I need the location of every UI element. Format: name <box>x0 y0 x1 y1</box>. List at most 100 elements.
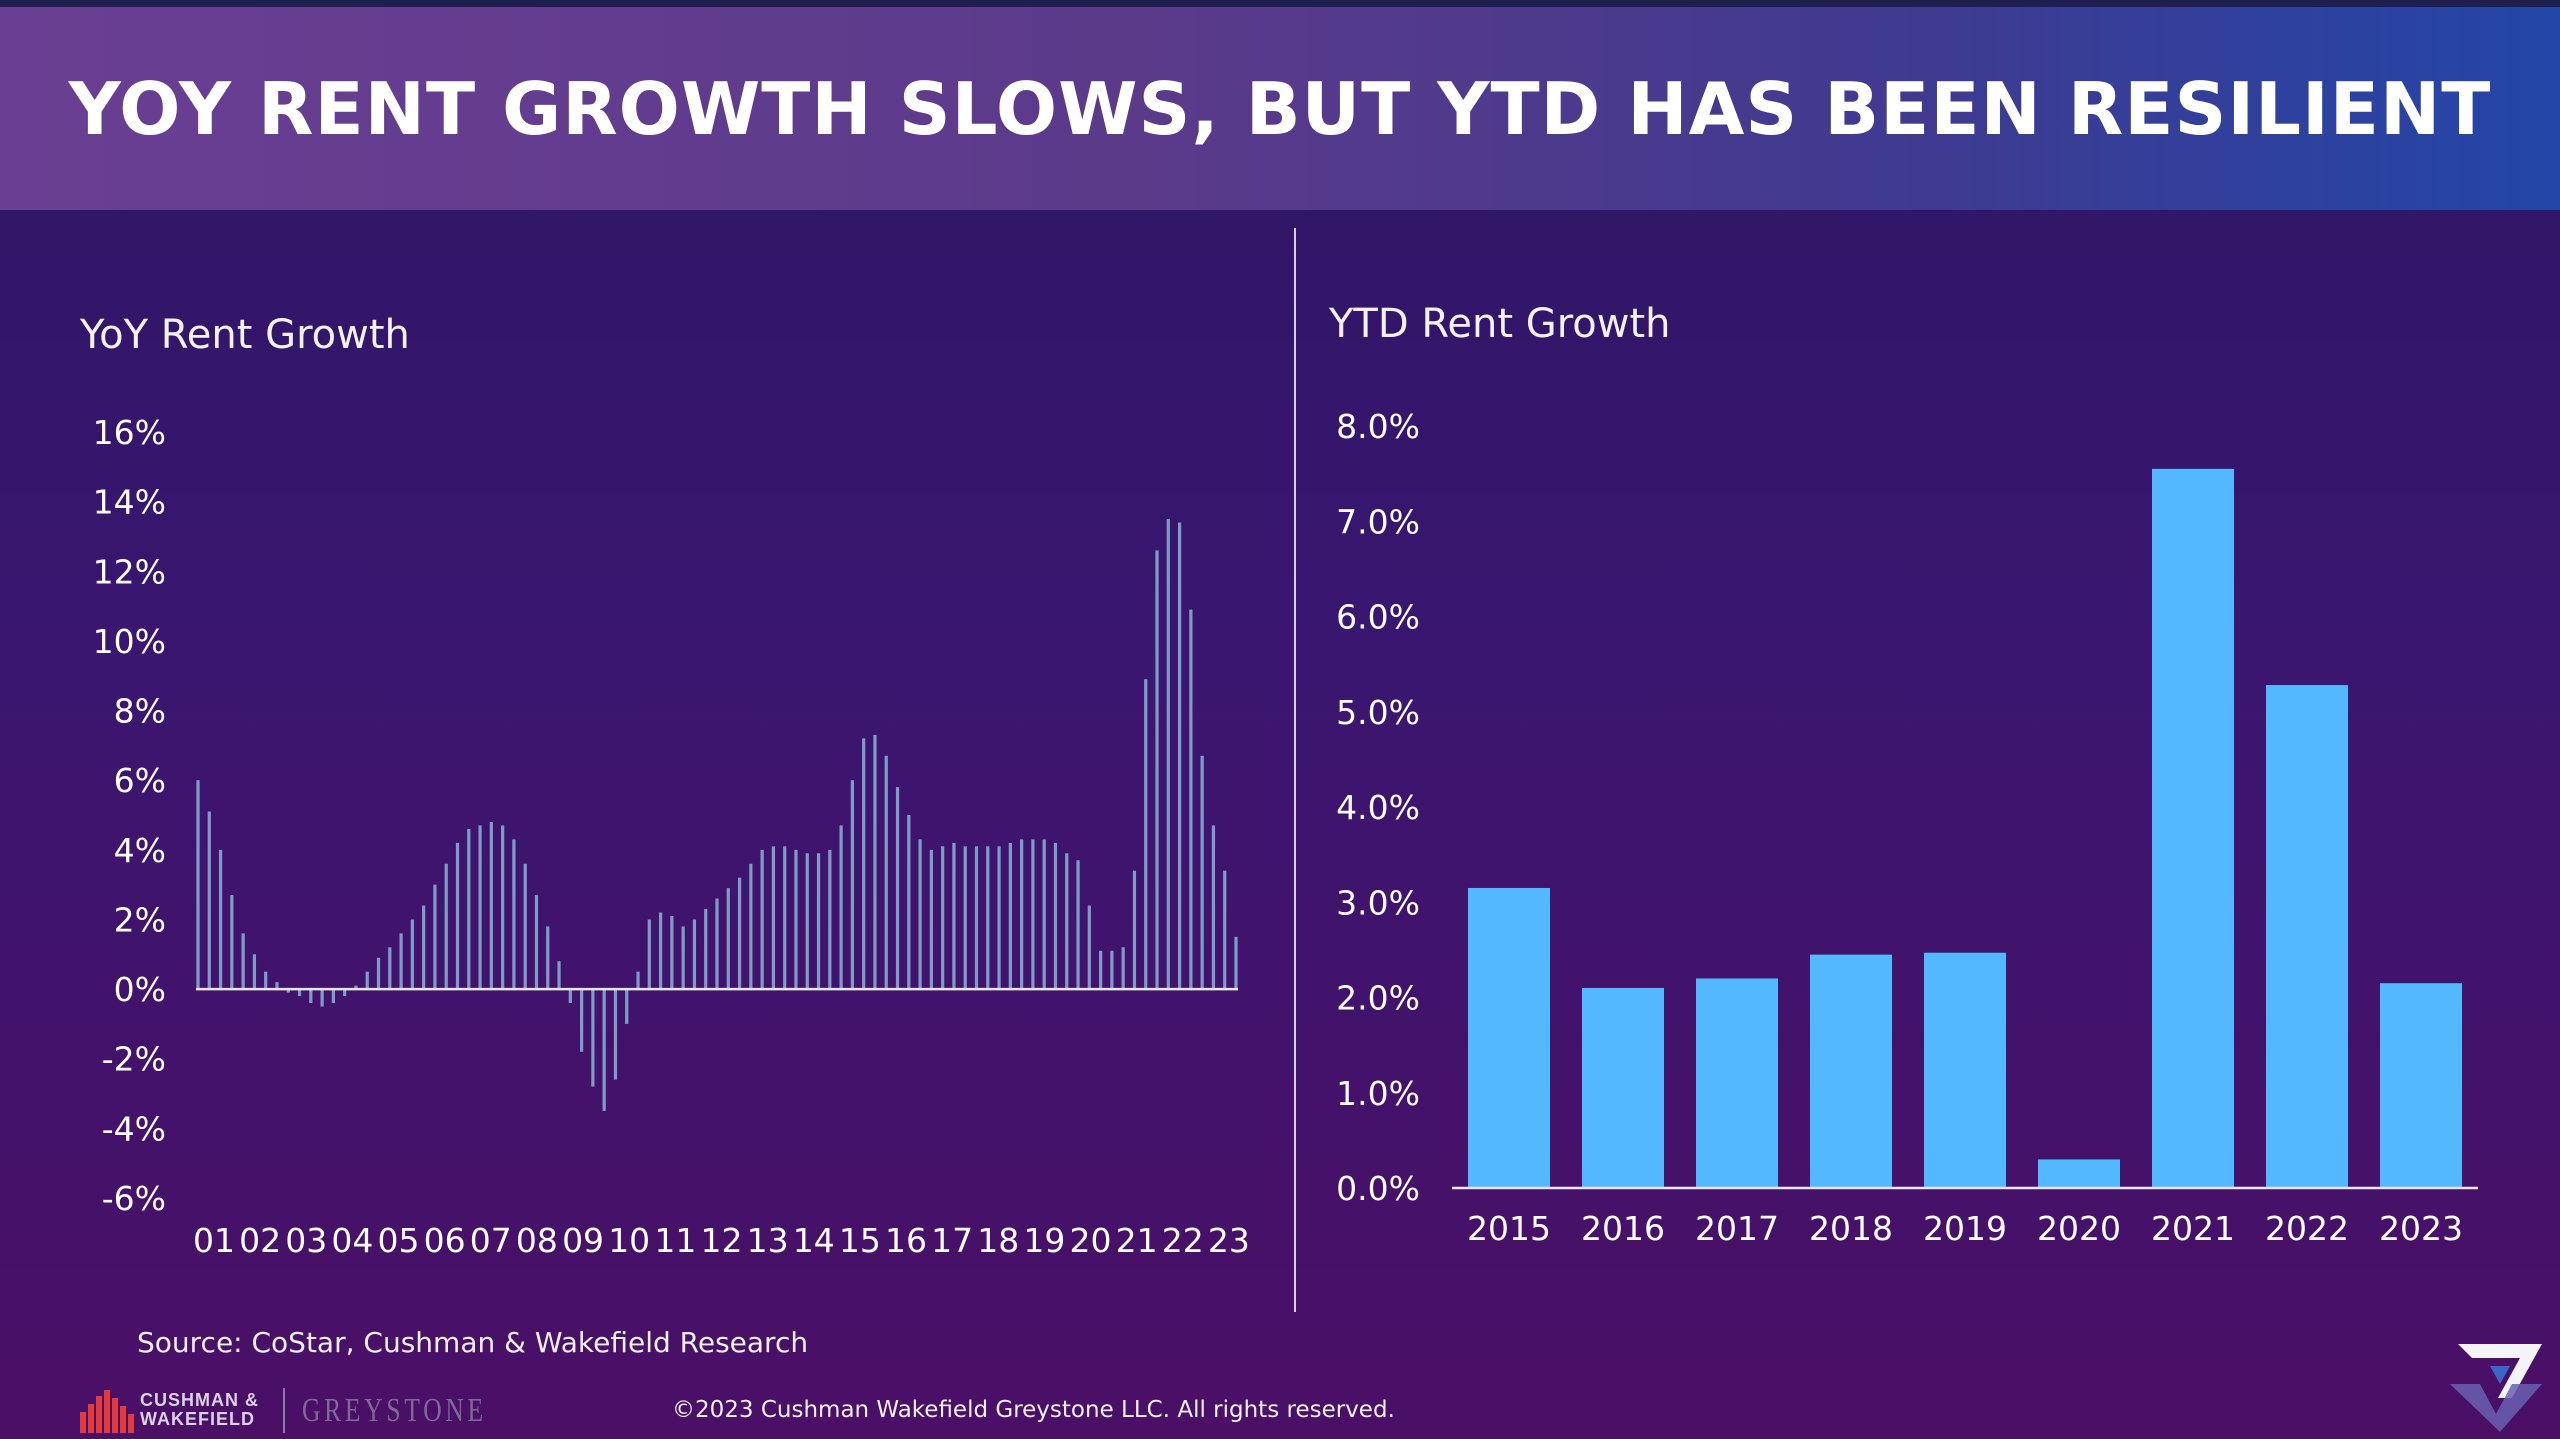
yoy-bar <box>1042 839 1046 990</box>
yoy-bar <box>749 863 753 990</box>
yoy-bar <box>1200 755 1204 990</box>
yoy-bar <box>816 853 821 990</box>
yoy-bar <box>388 947 392 990</box>
x-tick-label: 2020 <box>2037 1209 2121 1248</box>
yoy-bar <box>952 842 956 990</box>
y-tick-label: 0% <box>114 970 166 1009</box>
x-tick-label: 20 <box>1070 1221 1112 1260</box>
yoy-bar <box>907 815 911 990</box>
x-tick-label: 16 <box>885 1221 927 1260</box>
yoy-bar <box>343 989 347 997</box>
ytd-bar <box>2266 685 2348 1188</box>
yoy-bar <box>1223 870 1227 990</box>
yoy-bar <box>478 825 482 990</box>
yoy-bar <box>230 895 234 990</box>
x-tick-label: 14 <box>793 1221 835 1260</box>
x-tick-label: 13 <box>747 1221 789 1260</box>
yoy-bar <box>1020 839 1024 990</box>
ytd-bar <box>2380 983 2462 1188</box>
yoy-bar <box>1087 905 1091 990</box>
yoy-bar <box>1132 870 1137 990</box>
chart-divider <box>1294 228 1296 1312</box>
yoy-bar <box>658 912 663 990</box>
yoy-bar <box>331 989 335 1004</box>
yoy-bar <box>376 957 381 990</box>
x-tick-label: 22 <box>1162 1221 1204 1260</box>
yoy-bar <box>433 884 437 990</box>
yoy-bar <box>1211 825 1216 990</box>
y-tick-label: -2% <box>102 1040 166 1079</box>
yoy-bar <box>546 926 550 990</box>
yoy-bar <box>399 933 403 990</box>
yoy-bar <box>568 989 572 1004</box>
yoy-bar <box>625 989 629 1024</box>
y-tick-label: 8.0% <box>1336 407 1420 446</box>
y-tick-label: 4% <box>114 831 166 870</box>
yoy-bar <box>1110 950 1114 990</box>
yoy-bar <box>974 846 979 990</box>
y-tick-label: 16% <box>93 413 166 452</box>
yoy-bar <box>455 842 460 990</box>
yoy-bar <box>557 961 561 990</box>
x-tick-label: 02 <box>239 1221 281 1260</box>
yoy-bar <box>591 989 595 1087</box>
yoy-bar <box>309 989 313 1004</box>
yoy-bar <box>760 849 764 990</box>
yoy-bar <box>580 989 584 1052</box>
x-tick-label: 19 <box>1023 1221 1065 1260</box>
yoy-bar <box>850 780 854 990</box>
cushman-wakefield-logo-text: CUSHMAN & WAKEFIELD <box>140 1390 259 1429</box>
yoy-bar <box>512 839 516 990</box>
x-tick-label: 07 <box>470 1221 512 1260</box>
yoy-bar <box>873 734 877 990</box>
greystone-logo-text: GREYSTONE <box>302 1392 487 1429</box>
brand-chevron-logo-icon <box>2450 1344 2542 1432</box>
yoy-bar <box>1053 842 1058 990</box>
yoy-bar <box>839 825 843 990</box>
copyright-note: ©2023 Cushman Wakefield Greystone LLC. A… <box>672 1397 1395 1423</box>
yoy-bar <box>297 989 302 997</box>
yoy-bar <box>726 888 730 990</box>
yoy-bar <box>1155 550 1159 990</box>
ytd-chart-title: YTD Rent Growth <box>1329 301 1671 347</box>
ytd-bar <box>1810 954 1892 1188</box>
source-note: Source: CoStar, Cushman & Wakefield Rese… <box>137 1326 809 1359</box>
yoy-bar <box>1177 522 1182 990</box>
yoy-bar <box>783 846 787 990</box>
cushman-wakefield-skyline-icon <box>80 1390 134 1433</box>
yoy-bar <box>692 919 697 990</box>
yoy-bar <box>613 989 618 1080</box>
x-tick-label: 2021 <box>2151 1209 2235 1248</box>
yoy-bar <box>1121 947 1125 990</box>
y-tick-label: 2.0% <box>1336 979 1420 1018</box>
yoy-bar <box>365 971 369 990</box>
y-tick-label: 4.0% <box>1336 788 1420 827</box>
yoy-bar <box>1234 936 1238 990</box>
x-tick-label: 23 <box>1208 1221 1250 1260</box>
yoy-bar <box>320 989 324 1007</box>
yoy-bar <box>997 846 1001 990</box>
yoy-bar <box>501 825 505 990</box>
x-tick-label: 12 <box>700 1221 742 1260</box>
yoy-bar <box>1008 842 1012 990</box>
yoy-bar <box>602 989 606 1111</box>
yoy-bar <box>275 982 279 990</box>
yoy-bar <box>1031 839 1035 990</box>
x-tick-label: 06 <box>424 1221 466 1260</box>
yoy-bar <box>218 849 223 990</box>
yoy-bar <box>1166 519 1170 990</box>
yoy-bar <box>252 954 257 990</box>
x-tick-label: 2017 <box>1695 1209 1779 1248</box>
yoy-bar <box>489 821 493 990</box>
y-tick-label: 1.0% <box>1336 1074 1420 1113</box>
x-tick-label: 03 <box>285 1221 327 1260</box>
yoy-bar <box>264 971 268 990</box>
x-tick-label: 15 <box>839 1221 881 1260</box>
yoy-bar <box>929 849 933 990</box>
y-tick-label: 6.0% <box>1336 598 1420 637</box>
y-tick-label: 0.0% <box>1336 1169 1420 1208</box>
yoy-bar <box>286 989 290 993</box>
x-tick-label: 09 <box>562 1221 604 1260</box>
